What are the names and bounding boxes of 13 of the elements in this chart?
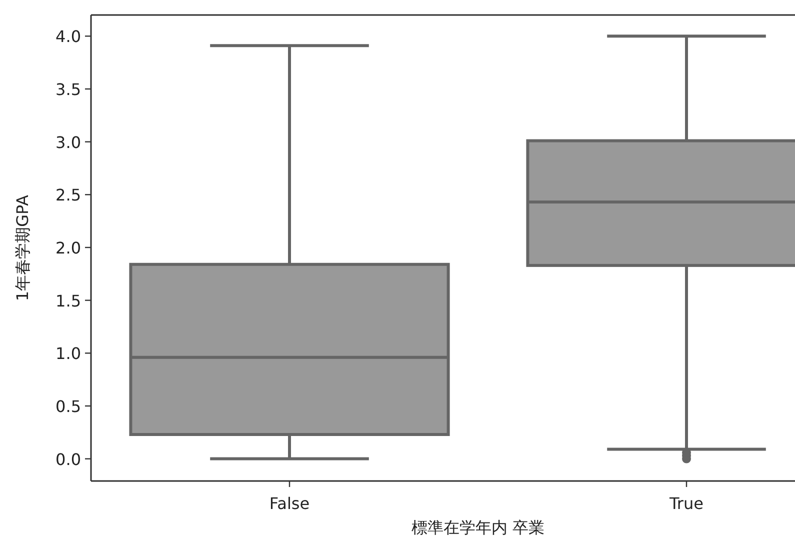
y-tick-label: 1.5 xyxy=(56,291,81,310)
y-tick-label: 3.5 xyxy=(56,80,81,99)
y-tick-label: 3.0 xyxy=(56,132,81,152)
x-tick-label: True xyxy=(668,494,704,513)
x-axis-title: 標準在学年内 卒業 xyxy=(411,518,545,537)
y-tick-label: 4.0 xyxy=(56,27,81,46)
x-tick-label: False xyxy=(269,494,310,513)
y-axis-title: 1年春学期GPA xyxy=(13,194,32,302)
y-tick-label: 0.5 xyxy=(56,396,81,416)
y-tick-label: 2.5 xyxy=(56,186,81,205)
y-tick-label: 2.0 xyxy=(56,238,81,258)
y-tick-label: 0.0 xyxy=(56,450,81,469)
y-tick-label: 1.0 xyxy=(56,344,81,364)
